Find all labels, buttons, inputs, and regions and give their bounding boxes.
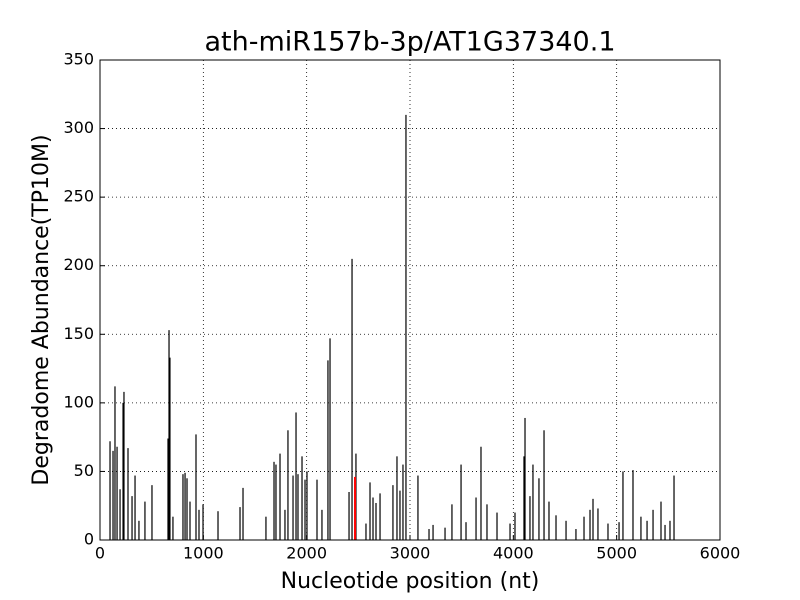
plot-frame — [99, 59, 721, 541]
y-tick-label: 200 — [63, 255, 94, 274]
y-tick-label: 300 — [63, 118, 94, 137]
chart-title: ath-miR157b-3p/AT1G37340.1 — [205, 27, 616, 58]
x-tick-label: 3000 — [390, 544, 431, 563]
y-tick-label: 150 — [63, 324, 94, 343]
x-tick-label: 0 — [95, 544, 105, 563]
y-axis-label: Degradome Abundance(TP10M) — [29, 134, 54, 485]
y-tick-label: 100 — [63, 392, 94, 411]
x-tick-label: 1000 — [183, 544, 224, 563]
y-tick-label: 0 — [84, 530, 94, 549]
x-tick-label: 4000 — [493, 544, 534, 563]
y-tick-label: 350 — [63, 50, 94, 69]
x-tick-label: 5000 — [596, 544, 637, 563]
x-tick-label: 2000 — [286, 544, 327, 563]
y-tick-label: 250 — [63, 187, 94, 206]
y-tick-label: 50 — [74, 461, 94, 480]
x-axis-label: Nucleotide position (nt) — [281, 569, 540, 594]
x-tick-label: 6000 — [700, 544, 741, 563]
